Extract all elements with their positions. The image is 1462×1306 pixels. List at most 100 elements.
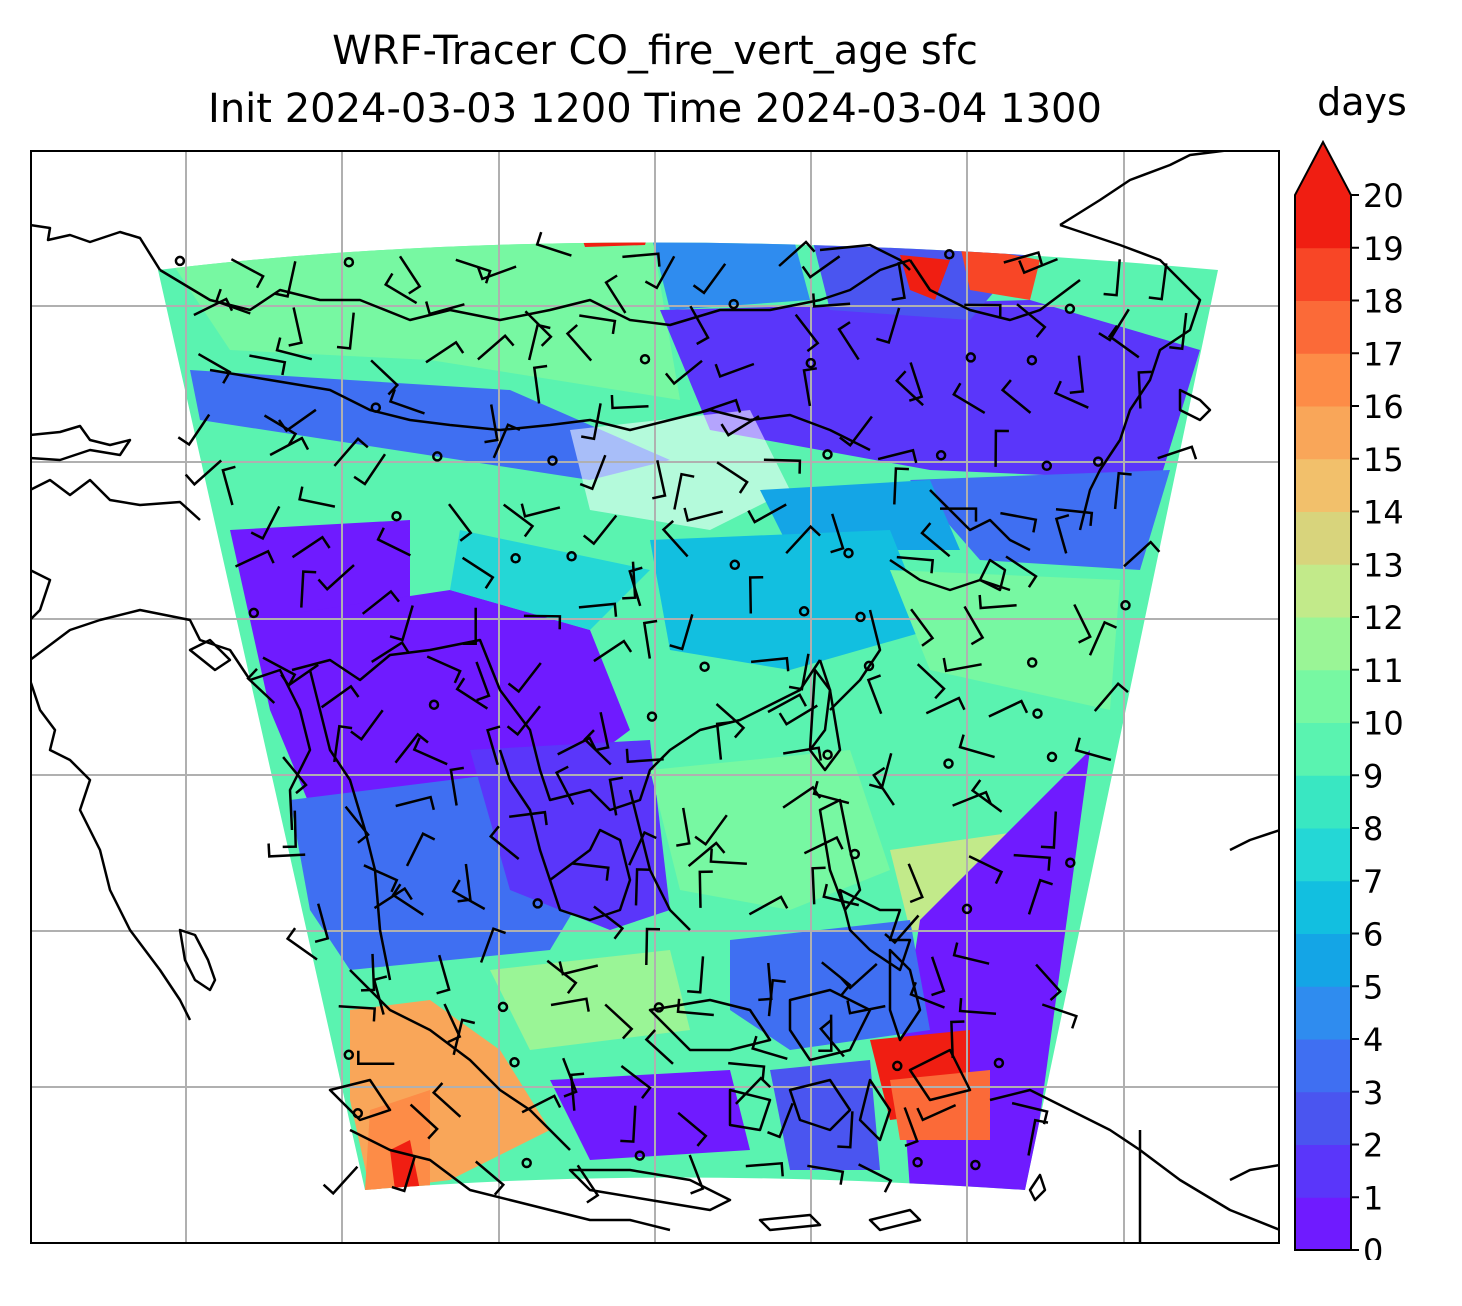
wind-barb	[451, 879, 486, 911]
wind-barb	[580, 403, 602, 441]
wind-barb	[1088, 620, 1118, 656]
wind-barb	[620, 1065, 652, 1099]
wind-barb	[557, 736, 597, 756]
wind-barb	[840, 962, 878, 990]
calm-wind-circle	[965, 352, 977, 363]
wind-barb	[751, 1035, 788, 1060]
wind-barb	[477, 334, 515, 361]
wind-barb	[391, 883, 424, 916]
wind-barb	[837, 321, 860, 361]
wind-barb	[357, 1050, 395, 1066]
coastline	[1229, 1163, 1280, 1182]
wind-barb	[785, 524, 821, 555]
coastline	[838, 888, 912, 972]
wind-barb	[683, 507, 724, 523]
wind-barb	[858, 1163, 893, 1193]
calm-wind-circle	[639, 353, 651, 365]
wind-barb	[249, 354, 287, 376]
colorbar-tick-label: 5	[1363, 968, 1383, 1006]
colorbar-segment	[1295, 511, 1351, 565]
wind-barb	[807, 1164, 845, 1185]
wind-barb	[409, 1103, 439, 1140]
wind-barb	[405, 832, 436, 867]
wind-barb	[558, 961, 599, 976]
wind-barb	[1148, 263, 1168, 301]
wind-barb	[521, 1094, 562, 1114]
wind-barb	[714, 362, 755, 379]
wind-barb	[676, 807, 691, 847]
wind-barb	[812, 780, 850, 805]
wind-barb	[338, 1005, 377, 1022]
colorbar-segment	[1295, 669, 1351, 723]
wind-barb	[747, 503, 787, 524]
wind-barb	[908, 362, 924, 402]
coastline	[1229, 828, 1280, 852]
wind-barb	[811, 866, 826, 905]
wind-barb	[394, 732, 429, 764]
wind-barb	[970, 779, 1003, 813]
wind-barb	[572, 862, 610, 881]
wind-barb	[1054, 513, 1070, 554]
wind-barb	[644, 255, 676, 290]
coastline	[978, 558, 1007, 592]
wind-barb	[274, 261, 297, 298]
calm-wind-circle	[798, 606, 810, 617]
wind-barb	[462, 607, 477, 646]
wind-barb	[942, 657, 982, 673]
wind-barb	[461, 556, 495, 589]
map-title-line2: Init 2024-03-03 1200 Time 2024-03-04 130…	[208, 86, 1102, 132]
wind-barb	[1073, 603, 1092, 644]
wind-barb	[891, 261, 906, 302]
wind-barb	[645, 927, 661, 966]
colorbar-segment	[1295, 775, 1351, 829]
wind-barb	[763, 458, 802, 474]
wind-barb	[767, 693, 807, 714]
wind-barb	[234, 549, 275, 568]
wind-barb	[269, 436, 310, 457]
colorbar-tick-label: 19	[1363, 230, 1404, 268]
wind-barb	[677, 1111, 708, 1147]
wind-barb	[664, 359, 703, 386]
coastline	[568, 1168, 732, 1212]
coastline	[30, 568, 52, 621]
wind-barb	[1000, 511, 1038, 533]
field-region	[190, 370, 670, 480]
colorbar-tick-label: 15	[1363, 441, 1404, 479]
colorbar-tick-label: 1	[1363, 1179, 1383, 1217]
wind-barb	[1107, 324, 1140, 359]
colorbar-tick-label: 13	[1363, 546, 1404, 584]
calm-wind-circle	[822, 449, 833, 460]
coastline	[291, 638, 822, 812]
wind-barb	[569, 1072, 585, 1111]
wind-barb	[988, 699, 1029, 718]
wind-barb	[475, 661, 491, 702]
wind-barb	[372, 975, 388, 1015]
coastline	[829, 609, 882, 711]
field-region	[170, 242, 680, 400]
wind-barb	[578, 602, 618, 617]
coastline	[159, 258, 911, 327]
calm-wind-circle	[1026, 354, 1038, 366]
wind-barb	[484, 404, 499, 444]
wind-barb	[395, 795, 436, 811]
wind-barb	[669, 614, 694, 651]
wind-barb	[716, 461, 749, 494]
wind-barb	[803, 835, 844, 855]
wind-barb	[692, 263, 727, 295]
wind-barb	[1018, 257, 1058, 275]
wind-barb	[1000, 379, 1032, 414]
field-region	[490, 950, 690, 1050]
coastline	[209, 368, 871, 452]
wind-barb	[735, 1076, 772, 1105]
model-domain-field	[158, 242, 1218, 1190]
calm-wind-circle	[863, 660, 875, 672]
wind-barb	[476, 265, 517, 281]
calm-wind-circle	[547, 455, 558, 466]
calm-wind-circle	[1046, 751, 1058, 763]
colorbar-segment	[1295, 880, 1351, 934]
wind-barb	[1137, 370, 1152, 409]
wind-barb	[846, 1000, 886, 1015]
wind-barb	[652, 460, 667, 500]
wind-barbs	[174, 231, 1198, 1204]
calm-wind-circle	[970, 1159, 981, 1171]
